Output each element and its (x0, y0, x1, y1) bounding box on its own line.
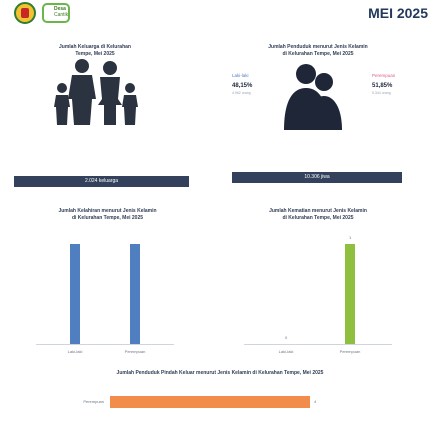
births-bar-2 (130, 244, 140, 344)
logo-text-desa: Desa (54, 6, 66, 12)
births-tick-label-2: Perempuan (124, 349, 146, 354)
deaths-chart: Laki-laki 0 Perempuan 1 (238, 222, 398, 362)
deaths-data-label-2: 1 (349, 235, 352, 240)
families-title-line2: Tempe, Mei 2025 (75, 51, 115, 57)
migration-tick-label-1: Perempuan (83, 399, 104, 404)
header: Desa Cantik MEI 2025 (0, 0, 440, 30)
births-title-line2: di Kelurahan Tempe, Mei 2025 (71, 215, 144, 221)
deaths-bar-2 (345, 244, 355, 344)
migration-bar-1 (110, 396, 310, 408)
migration-chart: Perempuan 4 (30, 386, 410, 436)
families-total-label: 2.024 keluarga (14, 176, 189, 187)
regional-seal-logo (14, 2, 36, 24)
births-x-axis (36, 344, 174, 345)
deaths-title: Jumlah Kematian menurut Jenis Kelamin di… (228, 208, 408, 222)
deaths-title-line1: Jumlah Kematian menurut Jenis Kelamin (269, 208, 367, 214)
deaths-tick-label-1: Laki-laki (278, 349, 294, 354)
couple-silhouette-icon (284, 64, 342, 130)
deaths-data-label-1: 0 (285, 335, 288, 340)
male-count: 4.962 orang (232, 91, 251, 95)
period-title: MEI 2025 (368, 5, 428, 21)
births-title-line1: Jumlah Kelahiran menurut Jenis Kelamin (58, 208, 157, 214)
logo-text-cantik: Cantik (54, 12, 69, 18)
migration-data-label-1: 4 (314, 399, 317, 404)
births-tick-label-1: Laki-laki (67, 349, 83, 354)
deaths-x-axis (244, 344, 392, 345)
population-title-line1: Jumlah Penduduk menurut Jenis Kelamin (268, 44, 368, 50)
female-label: Perempuan (372, 73, 396, 78)
families-title: Jumlah Keluarga di Kelurahan Tempe, Mei … (20, 44, 170, 58)
families-title-line1: Jumlah Keluarga di Kelurahan (59, 44, 131, 50)
births-chart: Laki-laki Perempuan (30, 222, 180, 362)
births-bar-1 (70, 244, 80, 344)
female-percentage: 51,85% (372, 83, 393, 89)
male-percentage: 48,15% (232, 83, 253, 89)
family-icon (54, 59, 138, 125)
births-title: Jumlah Kelahiran menurut Jenis Kelamin d… (20, 208, 195, 222)
population-total-label: 10.306 jiwa (232, 172, 402, 183)
migration-title: Jumlah Penduduk Pindah Keluar menurut Je… (116, 370, 324, 376)
population-title: Jumlah Penduduk menurut Jenis Kelamin di… (228, 44, 408, 58)
desa-cantik-logo: Desa Cantik (42, 3, 70, 23)
male-label: Laki-laki (232, 73, 249, 78)
deaths-title-line2: di Kelurahan Tempe, Mei 2025 (282, 215, 354, 221)
female-count: 5.344 orang (372, 91, 391, 95)
population-title-line2: di Kelurahan Tempe, Mei 2025 (282, 51, 354, 57)
deaths-tick-label-2: Perempuan (339, 349, 361, 354)
